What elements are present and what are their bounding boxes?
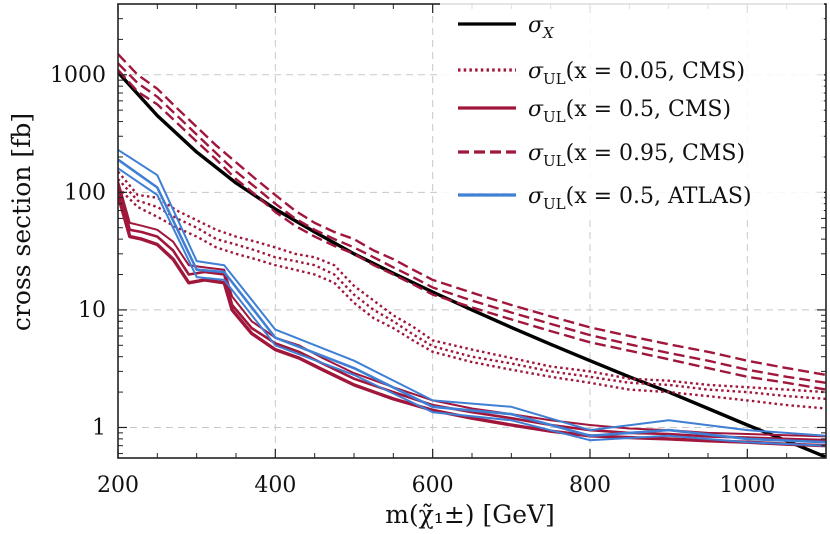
legend-label: σUL(x = 0.5, ATLAS) bbox=[528, 184, 752, 213]
y-tick-label: 10 bbox=[78, 298, 106, 323]
series-line-6 bbox=[118, 194, 826, 448]
series-line-0 bbox=[118, 71, 826, 458]
legend-label-subscript: UL bbox=[543, 152, 566, 170]
series-line-5 bbox=[118, 187, 826, 442]
legend-label-symbol: σ bbox=[528, 141, 544, 166]
legend-label-args: (x = 0.5, ATLAS) bbox=[566, 184, 752, 209]
legend-label: σUL(x = 0.5, CMS) bbox=[528, 97, 731, 126]
legend-label-subscript: X bbox=[542, 24, 555, 42]
legend-label-subscript: UL bbox=[543, 195, 566, 213]
y-axis-title: cross section [fb] bbox=[7, 113, 36, 331]
y-tick-label: 1 bbox=[92, 415, 106, 440]
x-tick-label: 200 bbox=[97, 473, 139, 498]
legend-label-args: (x = 0.5, CMS) bbox=[566, 97, 731, 122]
series-line-8 bbox=[118, 62, 826, 384]
series-line-11 bbox=[118, 158, 826, 444]
series-line-7 bbox=[118, 53, 826, 377]
legend-label-args: (x = 0.05, CMS) bbox=[566, 59, 745, 84]
legend-label-symbol: σ bbox=[528, 184, 544, 209]
y-tick-label: 1000 bbox=[50, 63, 106, 88]
legend-label: σUL(x = 0.95, CMS) bbox=[528, 141, 745, 170]
y-tick-label: 100 bbox=[64, 180, 106, 205]
legend-label: σX bbox=[528, 13, 555, 42]
legend-label-symbol: σ bbox=[528, 13, 544, 38]
series-line-1 bbox=[118, 170, 826, 394]
x-tick-label: 800 bbox=[569, 473, 611, 498]
x-tick-label: 1000 bbox=[719, 473, 775, 498]
legend-label: σUL(x = 0.05, CMS) bbox=[528, 59, 745, 88]
series-lines bbox=[118, 53, 826, 458]
x-tick-label: 600 bbox=[412, 473, 454, 498]
legend-label-symbol: σ bbox=[528, 97, 544, 122]
legend-label-args: (x = 0.95, CMS) bbox=[566, 141, 745, 166]
legend-label-symbol: σ bbox=[528, 59, 544, 84]
x-axis-title: m(χ̃₁±) [GeV] bbox=[385, 500, 555, 529]
series-line-2 bbox=[118, 178, 826, 401]
series-line-9 bbox=[118, 69, 826, 391]
axis-ticks: 200 400 600 800 1000 1 10 100 1000 bbox=[50, 3, 827, 498]
series-line-3 bbox=[118, 186, 826, 410]
legend-label-subscript: UL bbox=[543, 70, 566, 88]
x-tick-label: 400 bbox=[254, 473, 296, 498]
series-line-12 bbox=[118, 167, 826, 447]
legend-label-subscript: UL bbox=[543, 108, 566, 126]
series-line-10 bbox=[118, 148, 826, 437]
